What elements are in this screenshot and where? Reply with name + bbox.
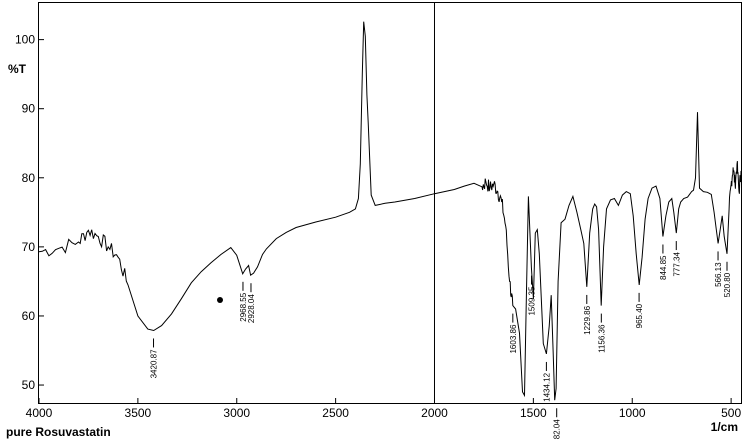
y-tick-label: 70 [22, 240, 36, 254]
peak-label: 2928.04 [247, 294, 256, 323]
peak-label: 965.40 [635, 303, 644, 328]
y-tick-label: 80 [22, 171, 36, 185]
peak-label: 1229.86 [583, 305, 592, 334]
y-tick-label: 90 [22, 102, 36, 116]
y-tick-label: 50 [22, 378, 36, 392]
x-tick-label: 2000 [421, 406, 448, 420]
peak-label: 1509.35 [528, 286, 537, 315]
y-tick-label: 60 [22, 309, 36, 323]
artifact-dot [217, 297, 223, 303]
peak-label: 844.85 [659, 255, 668, 280]
peak-label: 1603.86 [509, 324, 518, 353]
x-tick-label: 3500 [125, 406, 152, 420]
x-tick-label: 500 [721, 406, 741, 420]
peak-label: 520.80 [723, 272, 732, 297]
x-tick-label: 1000 [619, 406, 646, 420]
peak-label: 566.13 [714, 262, 723, 287]
x-tick-label: 4000 [26, 406, 53, 420]
x-tick-label: 1500 [520, 406, 547, 420]
sample-caption: pure Rosuvastatin [6, 425, 111, 439]
plot-frame [38, 2, 742, 404]
x-axis-unit-label: 1/cm [710, 420, 738, 434]
y-tick-label: 100 [15, 33, 35, 47]
peak-label: 777.34 [672, 252, 681, 277]
peak-label: 1156.36 [597, 324, 606, 353]
y-axis: 50 60 70 80 90 100 [15, 33, 44, 392]
peak-label: 3420.87 [150, 349, 159, 378]
peak-label: 82.04 [553, 419, 562, 440]
x-tick-label: 3000 [223, 406, 250, 420]
spectrum-line [38, 21, 742, 401]
x-axis: 4000 3500 3000 2500 2000 1500 1000 500 [26, 398, 741, 420]
y-axis-label: %T [8, 62, 27, 76]
peak-label: 1434.12 [542, 372, 551, 401]
x-tick-label: 2500 [322, 406, 349, 420]
peak-annotations: 3420.87 2968.55 2928.04 1603.86 1509.35 1434.… [150, 241, 732, 439]
peak-label: 2968.55 [239, 292, 248, 321]
